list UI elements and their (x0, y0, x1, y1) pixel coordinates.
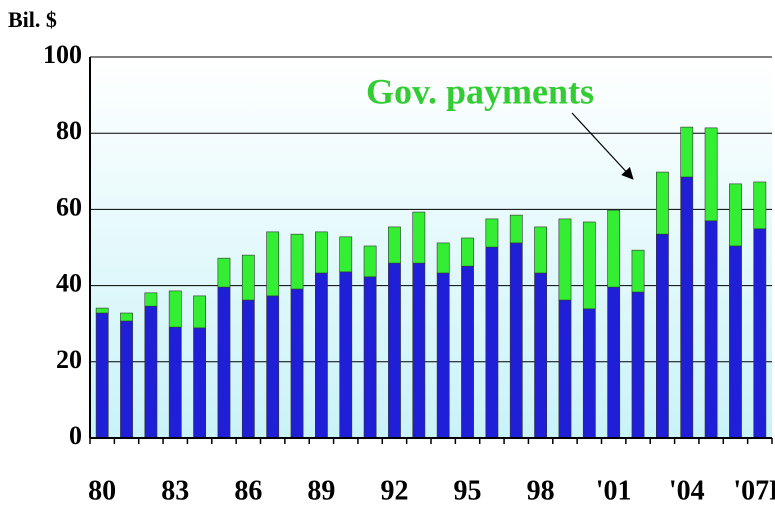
bar-segment (339, 271, 353, 439)
x-tick-label: 95 (454, 475, 482, 506)
y-tick-label: 80 (56, 116, 82, 145)
bar-segment (363, 276, 377, 439)
bar-segment (582, 221, 596, 310)
bar-segment (168, 326, 182, 439)
bar-segment (436, 272, 450, 439)
bar-segment (412, 211, 426, 264)
y-tick-label: 40 (56, 269, 82, 298)
y-tick-label: 60 (56, 192, 82, 221)
bar-segment (534, 226, 547, 274)
x-tick-label: '01 (596, 475, 632, 506)
bar-segment (607, 209, 621, 288)
bar-segment (217, 257, 231, 288)
bar-segment (729, 183, 742, 247)
bar-segment (656, 233, 669, 439)
x-tick-label: 80 (88, 475, 116, 506)
bar-segment (485, 218, 499, 248)
bar-segment (144, 305, 158, 439)
bar-segment (217, 286, 231, 439)
bar-segment (363, 245, 377, 278)
y-tick-label: 20 (56, 345, 82, 374)
bar-segment (753, 228, 767, 439)
plot-area (90, 57, 772, 438)
bar-segment (485, 246, 499, 439)
bar-segment (412, 262, 426, 439)
bar-segment (290, 288, 304, 439)
bar-segment (290, 233, 304, 290)
bar-segment (607, 286, 621, 439)
x-tick-label: '04 (669, 475, 705, 506)
annotation: Gov. payments (366, 71, 594, 111)
bar-segment (95, 312, 109, 439)
bar-segment (656, 171, 669, 235)
bar-segment (120, 312, 133, 322)
bar-segment (95, 307, 109, 314)
x-tick-label: 92 (380, 475, 408, 506)
bar-segment (558, 299, 572, 439)
bar-segment (120, 320, 133, 439)
bar-segment (193, 295, 206, 329)
x-tick-label: '07F (733, 475, 775, 506)
x-tick-label: 98 (527, 475, 555, 506)
x-tick-label: 86 (234, 475, 262, 506)
bar-segment (266, 295, 280, 439)
y-tick-label: 0 (69, 421, 82, 450)
bar-segment (168, 290, 182, 328)
bar-segment (461, 265, 474, 439)
bar-segment (436, 242, 450, 274)
bar-segment (582, 308, 596, 439)
x-tick-label: 83 (161, 475, 189, 506)
bar-segment (315, 231, 328, 274)
bar-segment (704, 220, 718, 439)
bar-segment (509, 214, 523, 244)
bar-segment (509, 242, 523, 439)
bar-segment (631, 249, 645, 293)
bar-segment (193, 327, 206, 439)
bar-segment (680, 126, 694, 178)
bar-segment (753, 181, 767, 230)
bar-segment (388, 226, 401, 264)
bar-segment (144, 292, 158, 307)
bar-segment (388, 262, 401, 439)
y-axis-title: Bil. $ (8, 7, 57, 32)
bar-segment (631, 291, 645, 439)
bar-segment (241, 299, 255, 439)
bar-segment (729, 245, 742, 439)
bar-segment (266, 231, 280, 297)
bar-segment (680, 176, 694, 439)
y-tick-label: 100 (43, 40, 82, 69)
bar-segment (461, 237, 474, 267)
bar-segment (704, 127, 718, 222)
bar-segment (558, 218, 572, 301)
bar-segment (315, 272, 328, 439)
x-tick-label: 89 (307, 475, 335, 506)
bar-segment (534, 272, 547, 439)
bar-segment (339, 236, 353, 273)
annotation-arrow (571, 112, 634, 180)
bar-segment (241, 254, 255, 301)
